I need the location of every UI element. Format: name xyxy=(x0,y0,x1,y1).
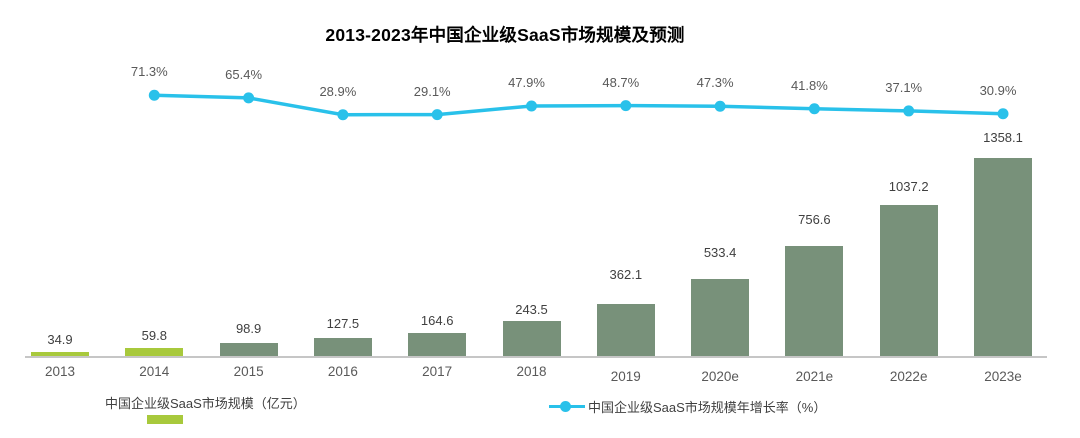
growth-rate-label: 41.8% xyxy=(790,77,828,93)
x-tick-label: 2016 xyxy=(327,364,358,379)
x-tick-label: 2015 xyxy=(233,364,264,379)
bar-2022e xyxy=(879,204,938,357)
growth-rate-label: 28.9% xyxy=(319,83,357,99)
bar-value-label: 362.1 xyxy=(609,266,643,282)
bar-value-label: 243.5 xyxy=(515,302,548,318)
growth-rate-label: 65.4% xyxy=(225,66,263,82)
growth-rate-label: 29.1% xyxy=(413,83,451,99)
x-tick-label: 2014 xyxy=(139,364,170,379)
growth-rate-label: 71.3% xyxy=(130,64,168,80)
legend-market-size-label: 中国企业级SaaS市场规模（亿元） xyxy=(105,396,306,411)
bar-value-label: 164.6 xyxy=(420,312,454,328)
bar-value-label: 756.6 xyxy=(798,212,831,228)
bar-swatch-icon xyxy=(147,415,183,424)
bar-value-label: 1358.1 xyxy=(983,129,1023,145)
x-tick-label: 2017 xyxy=(422,364,453,379)
chart-title: 2013-2023年中国企业级SaaS市场规模及预测 xyxy=(325,25,685,45)
bar-2014 xyxy=(125,348,184,357)
bar-value-label: 34.9 xyxy=(47,331,73,347)
x-tick-label: 2022e xyxy=(889,369,928,384)
x-tick-label: 2021e xyxy=(795,369,834,384)
bar-value-label: 59.8 xyxy=(141,328,167,344)
x-tick-label: 2013 xyxy=(44,364,76,379)
bar-2018 xyxy=(502,321,561,357)
bar-2015 xyxy=(219,342,278,357)
growth-rate-label: 30.9% xyxy=(979,82,1017,98)
bar-value-label: 127.5 xyxy=(326,316,360,332)
x-tick-label: 2018 xyxy=(516,364,547,379)
line-marker-icon xyxy=(549,400,585,412)
x-axis-line xyxy=(25,356,1047,358)
bar-value-label: 1037.2 xyxy=(888,178,929,194)
x-tick-label: 2019 xyxy=(610,369,641,384)
line-dot-icon xyxy=(560,400,571,412)
bar-2021e xyxy=(785,246,844,357)
bar-2013 xyxy=(31,351,89,357)
growth-rate-label: 48.7% xyxy=(602,74,640,90)
bar-2019 xyxy=(596,303,655,357)
bar-2017 xyxy=(408,332,467,357)
legend-growth-rate-label: 中国企业级SaaS市场规模年增长率（%） xyxy=(588,400,827,415)
bar-value-label: 98.9 xyxy=(235,320,262,336)
x-tick-label: 2020e xyxy=(701,369,739,384)
legend-item-market-size: 中国企业级SaaS市场规模（亿元） xyxy=(105,393,306,424)
growth-rate-label: 37.1% xyxy=(885,79,923,95)
x-tick-label: 2023e xyxy=(984,369,1022,384)
bar-value-label: 533.4 xyxy=(703,244,737,260)
growth-rate-label: 47.9% xyxy=(508,74,545,90)
growth-rate-label: 47.3% xyxy=(696,75,734,91)
bar-2023e xyxy=(974,157,1032,357)
bar-2016 xyxy=(313,338,372,357)
legend-item-growth-rate: 中国企业级SaaS市场规模年增长率（%） xyxy=(549,397,826,416)
bar-2020e xyxy=(691,278,750,357)
